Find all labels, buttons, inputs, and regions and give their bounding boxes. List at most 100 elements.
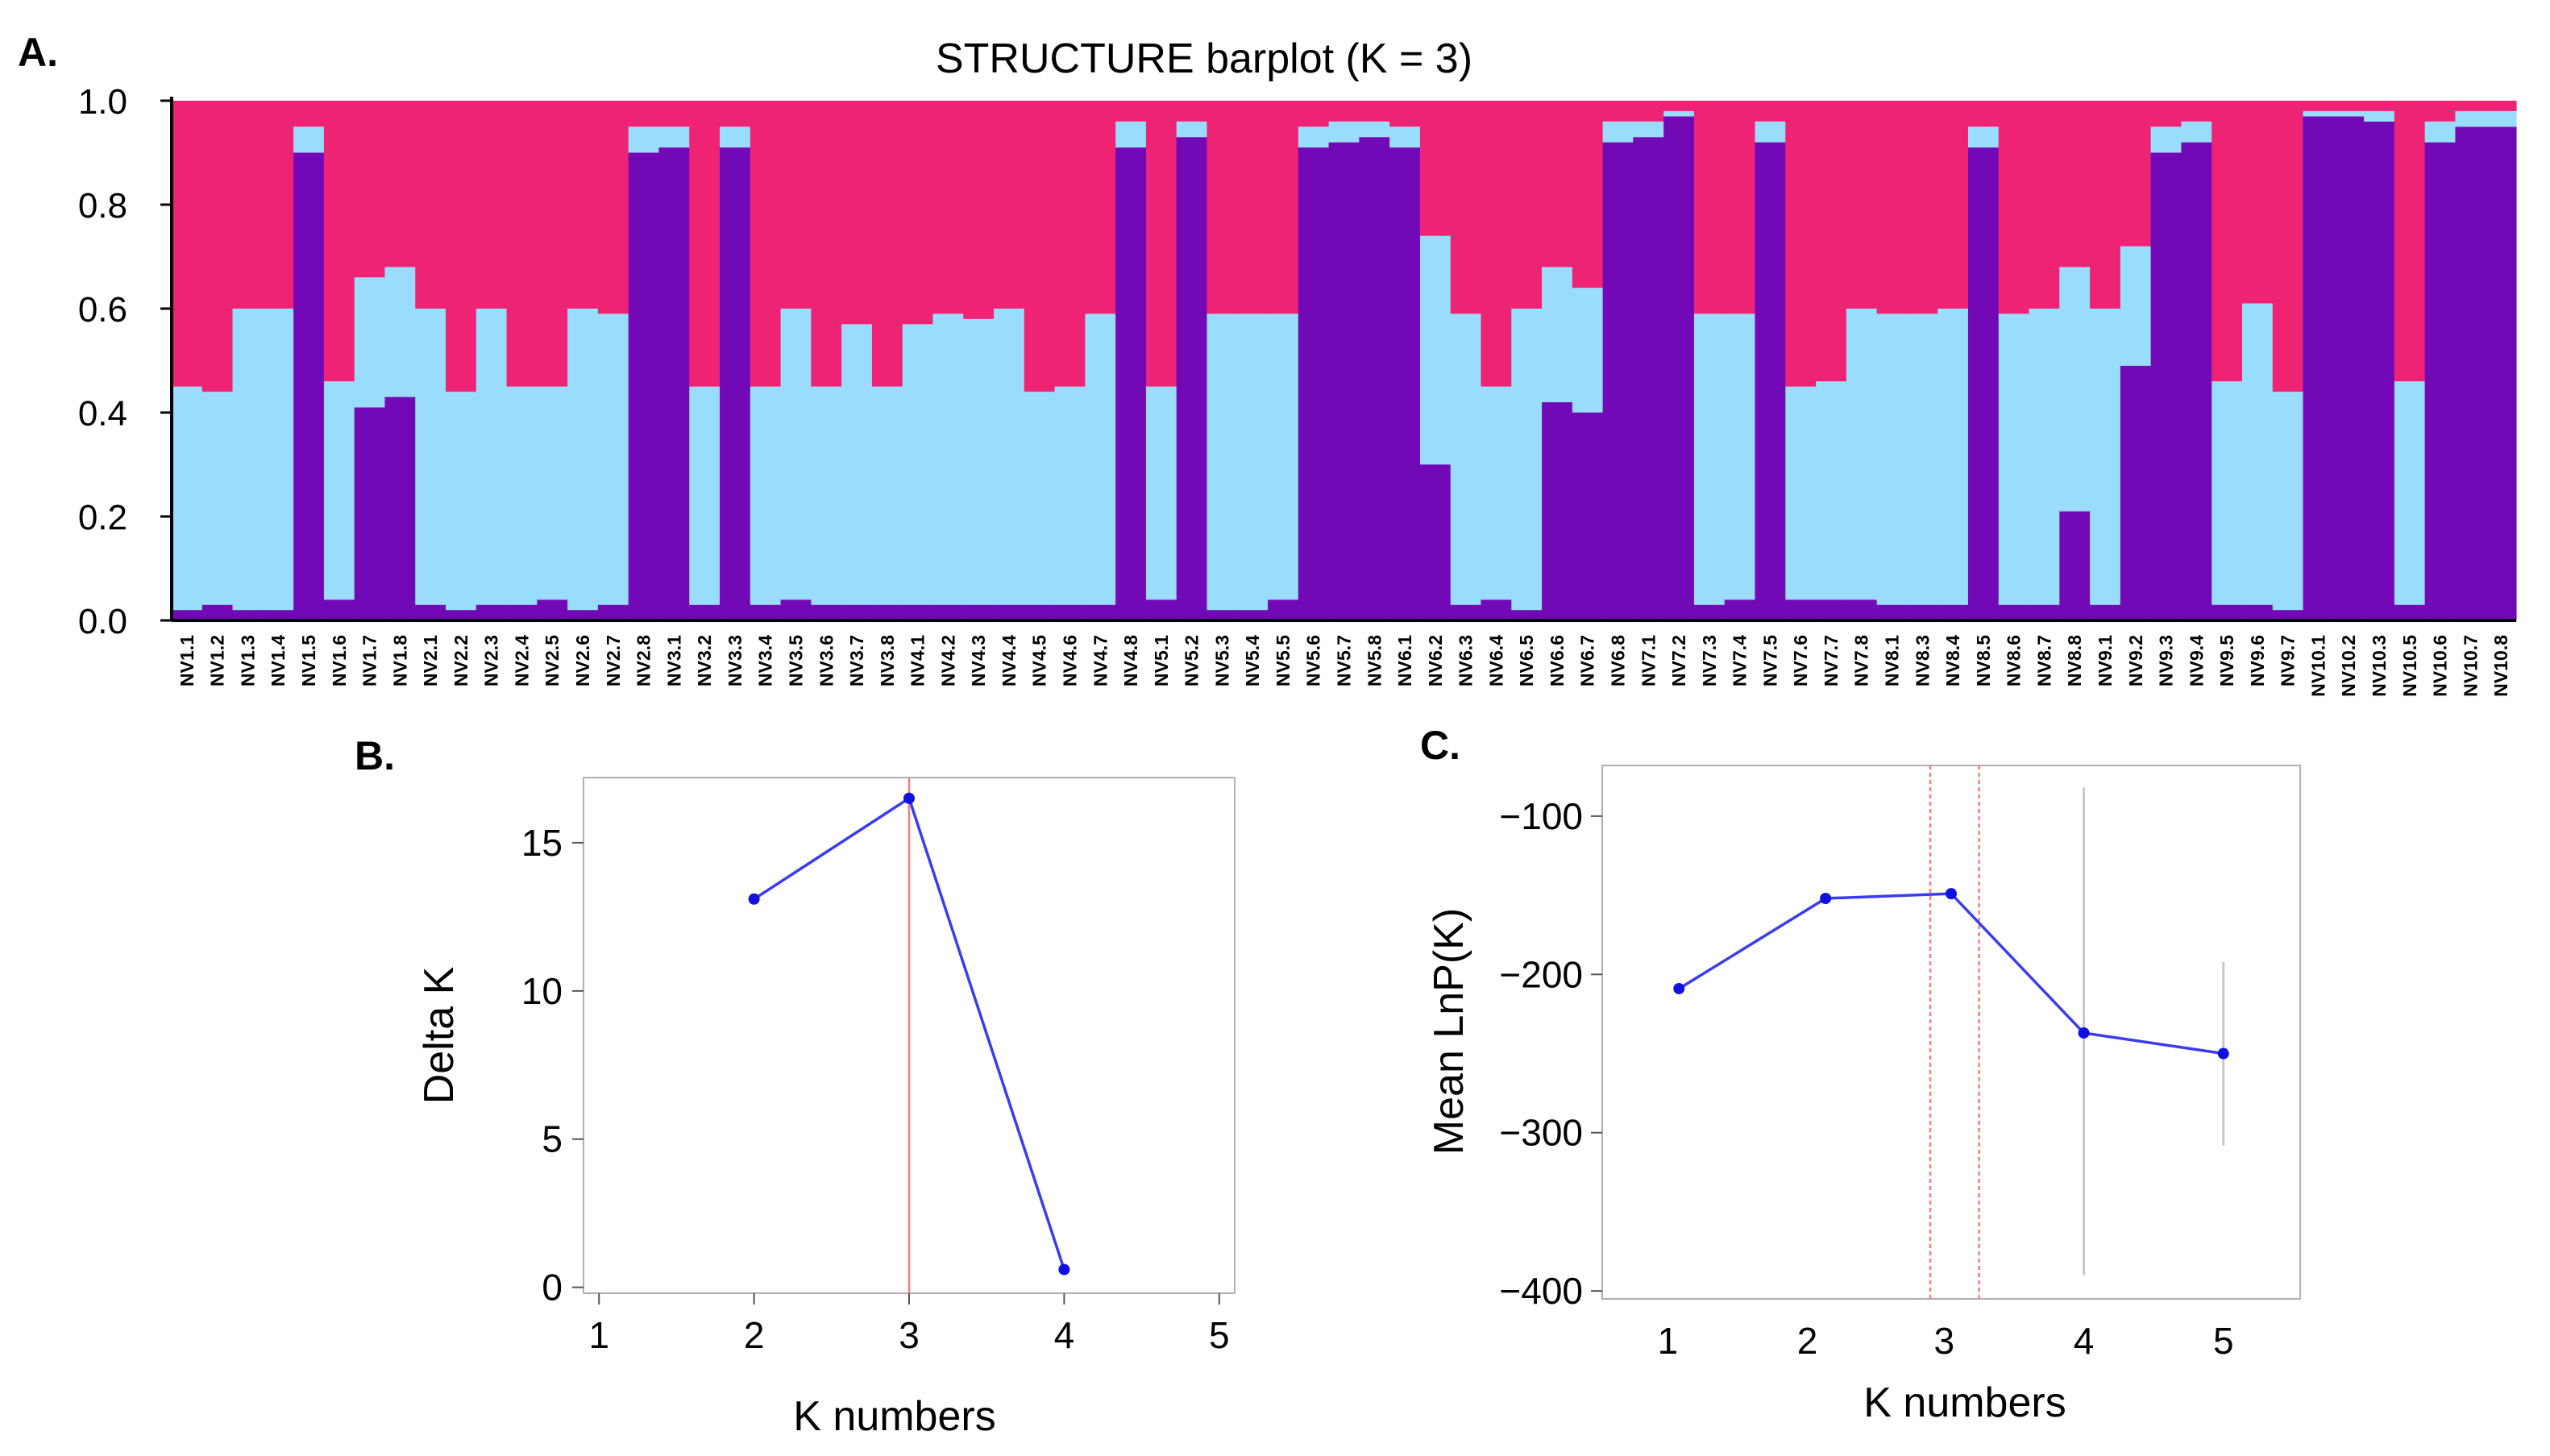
delta-k-x-tick-label: 4 — [1054, 1314, 1075, 1356]
bar-NV9.7-cluster-1 — [2272, 610, 2304, 620]
barplot-y-tick-label: 0.4 — [78, 394, 127, 433]
mean-lnp-y-label: Mean LnP(K) — [1426, 908, 1472, 1155]
barplot-x-tick-label: NV5.5 — [1273, 635, 1294, 687]
mean-lnp-x-label: K numbers — [1863, 1379, 2066, 1426]
bar-NV9.2-cluster-2 — [2120, 246, 2152, 366]
bar-NV10.3-cluster-3 — [2364, 101, 2395, 111]
barplot-x-tick-label: NV7.5 — [1759, 635, 1780, 687]
bar-NV3.8-cluster-2 — [871, 386, 903, 605]
bar-NV4.2-cluster-2 — [932, 313, 964, 605]
bar-NV10.8-cluster-2 — [2486, 110, 2517, 127]
bar-NV8.6-cluster-2 — [1998, 313, 2030, 605]
bar-NV10.6-cluster-1 — [2424, 142, 2457, 621]
delta-k-y-tick-label: 0 — [542, 1267, 563, 1309]
barplot-x-tick-label: NV10.7 — [2460, 635, 2481, 697]
bar-NV4.2-cluster-1 — [932, 604, 964, 620]
bar-NV10.7-cluster-2 — [2455, 110, 2486, 127]
barplot-x-tick-label: NV3.4 — [755, 635, 776, 687]
bar-NV8.5-cluster-2 — [1967, 127, 2000, 148]
bar-NV7.6-cluster-3 — [1785, 101, 1817, 387]
bar-NV10.2-cluster-3 — [2333, 101, 2365, 111]
bar-NV7.8-cluster-3 — [1846, 101, 1878, 309]
delta-k-y-label: Delta K — [416, 966, 463, 1104]
bar-NV8.6-cluster-1 — [1998, 604, 2030, 620]
bar-NV5.8-cluster-3 — [1359, 101, 1390, 122]
barplot-x-tick-label: NV9.1 — [2095, 635, 2116, 687]
bar-NV1.4-cluster-1 — [263, 610, 294, 620]
bar-NV6.7-cluster-1 — [1572, 413, 1604, 620]
bar-NV7.3-cluster-2 — [1693, 313, 1726, 605]
bar-NV8.1-cluster-1 — [1876, 604, 1908, 620]
barplot-x-tick-label: NV9.3 — [2156, 635, 2177, 687]
bar-NV6.7-cluster-2 — [1572, 288, 1604, 413]
barplot-axes — [170, 97, 2516, 622]
barplot-y-tick-label: 0.8 — [78, 186, 127, 226]
barplot-x-tick-label: NV2.4 — [512, 635, 533, 687]
bar-NV1.6-cluster-3 — [323, 101, 355, 382]
bar-NV10.5-cluster-2 — [2394, 381, 2426, 605]
bar-NV9.2-cluster-1 — [2120, 365, 2152, 620]
barplot-x-tick-label: NV6.4 — [1485, 635, 1506, 687]
barplot-x-tick-label: NV6.8 — [1608, 635, 1629, 687]
bar-NV1.7-cluster-1 — [354, 407, 386, 620]
bar-NV1.5-cluster-1 — [293, 152, 325, 620]
bar-NV5.3-cluster-1 — [1206, 610, 1238, 620]
bar-NV8.5-cluster-1 — [1967, 147, 2000, 621]
bar-NV6.5-cluster-2 — [1511, 309, 1543, 611]
barplot-y-tick-label: 0.2 — [78, 498, 127, 537]
barplot-x-tick-label: NV7.4 — [1730, 635, 1751, 687]
barplot-x-tick-label: NV9.4 — [2186, 635, 2207, 687]
bar-NV2.1-cluster-2 — [415, 309, 446, 605]
bar-NV10.5-cluster-3 — [2394, 101, 2426, 382]
barplot-x-tick-label: NV1.6 — [329, 635, 350, 687]
bar-NV1.4-cluster-2 — [263, 309, 294, 611]
bar-NV4.2-cluster-3 — [932, 101, 964, 314]
bar-NV4.4-cluster-2 — [994, 309, 1025, 605]
bar-NV4.8-cluster-2 — [1115, 121, 1147, 148]
bar-NV2.6-cluster-1 — [567, 610, 599, 620]
bar-NV10.2-cluster-1 — [2333, 116, 2365, 621]
bar-NV5.3-cluster-2 — [1206, 313, 1238, 611]
barplot-x-tick-label: NV2.2 — [451, 635, 471, 687]
bar-NV2.2-cluster-2 — [446, 392, 477, 611]
barplot-x-tick-label: NV4.4 — [999, 635, 1020, 687]
bar-NV1.3-cluster-2 — [232, 309, 264, 611]
barplot-y-tick-label: 0.6 — [78, 290, 127, 330]
bar-NV10.6-cluster-3 — [2424, 101, 2457, 122]
bar-NV6.6-cluster-3 — [1542, 101, 1573, 268]
bar-NV6.3-cluster-1 — [1450, 604, 1482, 620]
barplot-x-tick-label: NV8.8 — [2064, 635, 2085, 687]
barplot-x-tick-label: NV3.6 — [816, 635, 837, 687]
barplot-x-tick-label: NV8.1 — [1882, 635, 1903, 687]
bar-NV8.7-cluster-1 — [2029, 604, 2060, 620]
delta-k-x-tick-label: 1 — [588, 1314, 609, 1356]
bar-NV7.8-cluster-2 — [1846, 309, 1878, 600]
delta-k-x-label: K numbers — [793, 1393, 995, 1440]
bar-NV3.6-cluster-3 — [811, 101, 842, 387]
barplot-x-tick-label: NV1.7 — [359, 635, 380, 687]
bar-NV4.3-cluster-3 — [963, 101, 995, 319]
bar-NV7.2-cluster-1 — [1663, 116, 1695, 621]
bar-NV3.6-cluster-1 — [811, 604, 842, 620]
barplot-x-tick-label: NV8.7 — [2033, 635, 2054, 687]
bar-NV4.6-cluster-2 — [1054, 386, 1086, 605]
delta-k-x-tick-label: 5 — [1209, 1314, 1230, 1356]
barplot-x-tick-label: NV4.6 — [1060, 635, 1081, 687]
bar-NV4.4-cluster-1 — [994, 604, 1025, 620]
bar-NV10.1-cluster-2 — [2303, 110, 2334, 117]
barplot-x-tick-label: NV10.8 — [2490, 635, 2511, 697]
barplot-x-tick-label: NV1.3 — [237, 635, 258, 687]
bar-NV4.7-cluster-2 — [1085, 313, 1116, 605]
bar-NV9.6-cluster-2 — [2241, 303, 2274, 605]
barplot-x-tick-label: NV6.5 — [1516, 635, 1537, 687]
mean-lnp-x-tick-label: 1 — [1658, 1320, 1679, 1362]
bar-NV2.8-cluster-1 — [628, 152, 660, 620]
bar-NV5.7-cluster-1 — [1328, 142, 1360, 621]
barplot-x-tick-label: NV2.8 — [633, 635, 654, 687]
bar-NV9.7-cluster-3 — [2272, 101, 2304, 392]
bar-NV4.3-cluster-2 — [963, 318, 995, 605]
barplot-x-tick-label: NV8.6 — [2004, 635, 2025, 687]
bar-NV6.4-cluster-3 — [1481, 101, 1512, 387]
delta-k-point — [903, 792, 915, 804]
bar-NV10.7-cluster-3 — [2455, 101, 2486, 111]
